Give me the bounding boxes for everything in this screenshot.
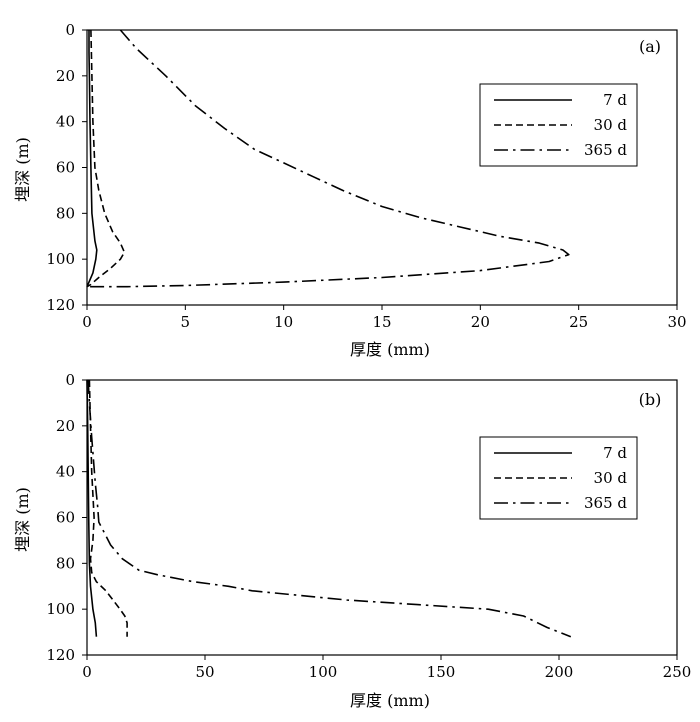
chart-b: 0 50 100 150 200 250 0 20 40 60 80 100 120 厚度 (mm) 埋深 … bbox=[13, 371, 691, 710]
chart-a-x-tick-label-6: 30 bbox=[667, 313, 686, 331]
chart-a-y-tick-label-6: 120 bbox=[46, 296, 75, 314]
chart-a-x-tick-label-5: 25 bbox=[569, 313, 588, 331]
chart-a: 0 5 10 15 20 25 30 0 20 40 60 80 100 120 厚度 (mm) 埋深 (m)… bbox=[13, 21, 687, 359]
chart-a-y-tick-label-2: 40 bbox=[56, 113, 75, 131]
chart-b-y-tick-label-5: 100 bbox=[46, 600, 75, 618]
chart-b-y-axis-title: 埋深 (m) bbox=[13, 487, 32, 552]
chart-a-series-7d-line bbox=[86, 30, 98, 288]
chart-a-y-tick-label-4: 80 bbox=[56, 204, 75, 222]
chart-a-y-tick-label-0: 0 bbox=[65, 21, 75, 39]
chart-a-series-365d-line bbox=[87, 29, 570, 288]
chart-b-legend-label-7d: 7 d bbox=[603, 444, 627, 462]
chart-b-x-tick-label-2: 100 bbox=[309, 663, 338, 681]
chart-b-x-tick-label-1: 50 bbox=[195, 663, 214, 681]
chart-b-y-tick-label-1: 20 bbox=[56, 417, 75, 435]
chart-b-x-tick-label-5: 250 bbox=[663, 663, 692, 681]
chart-a-x-tick-label-4: 20 bbox=[471, 313, 490, 331]
chart-a-series-30d-line bbox=[86, 29, 126, 288]
chart-a-y-axis-title: 埋深 (m) bbox=[13, 137, 32, 202]
chart-b-series-365d-line bbox=[87, 379, 572, 638]
chart-a-legend-label-30d: 30 d bbox=[594, 116, 628, 134]
chart-b-y-tick-label-6: 120 bbox=[46, 646, 75, 664]
chart-a-x-axis-title: 厚度 (mm) bbox=[350, 340, 430, 359]
chart-a-y-tick-label-1: 20 bbox=[56, 67, 75, 85]
chart-b-y-tick-label-4: 80 bbox=[56, 554, 75, 572]
chart-a-x-tick-label-3: 15 bbox=[372, 313, 391, 331]
chart-b-y-tick-label-3: 60 bbox=[56, 509, 75, 527]
chart-a-plot-frame bbox=[86, 29, 678, 306]
chart-a-x-tick-label-0: 0 bbox=[82, 313, 92, 331]
chart-b-x-axis-title: 厚度 (mm) bbox=[350, 691, 430, 710]
chart-b-series-7d-line bbox=[86, 379, 98, 637]
chart-b-panel-label: (b) bbox=[639, 390, 662, 409]
chart-b-series-30d-line bbox=[88, 379, 128, 637]
chart-a-y-tick-label-5: 100 bbox=[46, 250, 75, 268]
chart-a-legend-label-7d: 7 d bbox=[603, 91, 627, 109]
chart-b-legend-label-365d: 365 d bbox=[584, 494, 627, 512]
chart-a-panel-label: (a) bbox=[639, 37, 661, 56]
chart-a-x-tick-label-2: 10 bbox=[274, 313, 293, 331]
chart-b-y-tick-label-0: 0 bbox=[65, 371, 75, 389]
chart-a-legend-label-365d: 365 d bbox=[584, 141, 627, 159]
chart-b-x-tick-label-0: 0 bbox=[82, 663, 92, 681]
chart-b-y-tick-label-2: 40 bbox=[56, 463, 75, 481]
chart-b-x-tick-label-4: 200 bbox=[545, 663, 574, 681]
chart-a-x-tick-label-1: 5 bbox=[181, 313, 191, 331]
chart-a-y-tick-label-3: 60 bbox=[56, 159, 75, 177]
chart-b-x-tick-label-3: 150 bbox=[427, 663, 456, 681]
chart-b-legend-label-30d: 30 d bbox=[594, 469, 628, 487]
